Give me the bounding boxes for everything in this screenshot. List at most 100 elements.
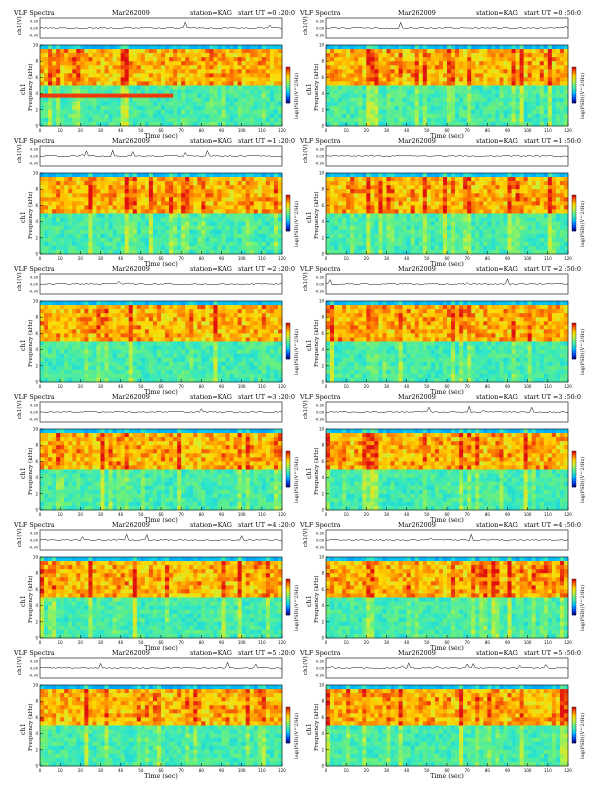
heatmap-cell [467, 110, 471, 114]
heatmap-cell [270, 45, 274, 49]
heatmap-cell [60, 189, 64, 193]
heatmap-cell [431, 218, 435, 222]
heatmap-cell [121, 201, 125, 205]
heatmap-cell [503, 173, 507, 177]
heatmap-cell [407, 45, 411, 49]
heatmap-cell [157, 102, 161, 106]
heatmap-cell [92, 94, 96, 98]
heatmap-cell [201, 226, 205, 230]
heatmap-cell [540, 222, 544, 226]
heatmap-cell [528, 189, 532, 193]
heatmap-cell [165, 238, 169, 242]
heatmap-cell [350, 181, 354, 185]
heatmap-cell [48, 250, 52, 254]
heatmap-cell [181, 218, 185, 222]
heatmap-cell [226, 122, 230, 126]
heatmap-cell [222, 173, 226, 177]
heatmap-cell [173, 49, 177, 53]
heatmap-cell [60, 90, 64, 94]
heatmap-cell [419, 49, 423, 53]
heatmap-cell [109, 189, 113, 193]
heatmap-cell [250, 222, 254, 226]
heatmap-cell [105, 81, 109, 85]
heatmap-cell [101, 246, 105, 250]
heatmap-cell [137, 57, 141, 61]
heatmap-cell [222, 201, 226, 205]
heatmap-cell [459, 205, 463, 209]
heatmap-cell [499, 218, 503, 222]
heatmap-cell [96, 49, 100, 53]
heatmap-cell [447, 230, 451, 234]
heatmap-cell [181, 90, 185, 94]
heatmap-cell [246, 86, 250, 90]
heatmap-cell [544, 193, 548, 197]
heatmap-cell [230, 218, 234, 222]
heatmap-cell [133, 226, 137, 230]
heatmap-cell [209, 193, 213, 197]
heatmap-cell [80, 205, 84, 209]
heatmap-cell [141, 234, 145, 238]
heatmap-cell [254, 173, 258, 177]
heatmap-cell [354, 53, 358, 57]
heatmap-cell [516, 77, 520, 81]
heatmap-cell [169, 81, 173, 85]
heatmap-cell [487, 222, 491, 226]
heatmap-cell [238, 90, 242, 94]
heatmap-cell [84, 222, 88, 226]
heatmap-cell [516, 197, 520, 201]
heatmap-cell [427, 238, 431, 242]
heatmap-cell [556, 193, 560, 197]
heatmap-cell [121, 53, 125, 57]
heatmap-cell [68, 45, 72, 49]
heatmap-cell [342, 218, 346, 222]
heatmap-cell [334, 214, 338, 218]
heatmap-cell [64, 226, 68, 230]
heatmap-cell [475, 98, 479, 102]
heatmap-cell [560, 106, 564, 110]
heatmap-cell [121, 49, 125, 53]
heatmap-cell [48, 114, 52, 118]
heatmap-cell [48, 234, 52, 238]
heatmap-cell [483, 201, 487, 205]
x-tick-label: 110 [544, 128, 552, 133]
heatmap-cell [101, 177, 105, 181]
heatmap-cell [503, 118, 507, 122]
heatmap-cell [491, 49, 495, 53]
heatmap-cell [524, 122, 528, 126]
heatmap-cell [165, 250, 169, 254]
heatmap-cell [137, 106, 141, 110]
colorbar-swatch [286, 213, 290, 215]
heatmap-cell [222, 106, 226, 110]
heatmap-cell [374, 238, 378, 242]
heatmap-cell [503, 122, 507, 126]
heatmap-cell [407, 230, 411, 234]
heatmap-cell [230, 238, 234, 242]
heatmap-cell [217, 81, 221, 85]
heatmap-cell [443, 61, 447, 65]
heatmap-cell [68, 73, 72, 77]
heatmap-cell [121, 122, 125, 126]
heatmap-cell [520, 222, 524, 226]
heatmap-cell [189, 173, 193, 177]
heatmap-cell [374, 234, 378, 238]
heatmap-cell [540, 189, 544, 193]
heatmap-cell [209, 57, 213, 61]
heatmap-cell [544, 102, 548, 106]
heatmap-cell [141, 86, 145, 90]
heatmap-cell [80, 173, 84, 177]
heatmap-cell [334, 98, 338, 102]
heatmap-cell [226, 61, 230, 65]
heatmap-cell [274, 193, 278, 197]
heatmap-cell [262, 86, 266, 90]
heatmap-cell [278, 53, 282, 57]
heatmap-cell [197, 242, 201, 246]
heatmap-cell [370, 197, 374, 201]
heatmap-cell [181, 230, 185, 234]
heatmap-cell [499, 197, 503, 201]
heatmap-cell [544, 246, 548, 250]
heatmap-cell [234, 230, 238, 234]
heatmap-cell [72, 122, 76, 126]
heatmap-cell [540, 53, 544, 57]
heatmap-cell [226, 106, 230, 110]
heatmap-cell [113, 94, 117, 98]
